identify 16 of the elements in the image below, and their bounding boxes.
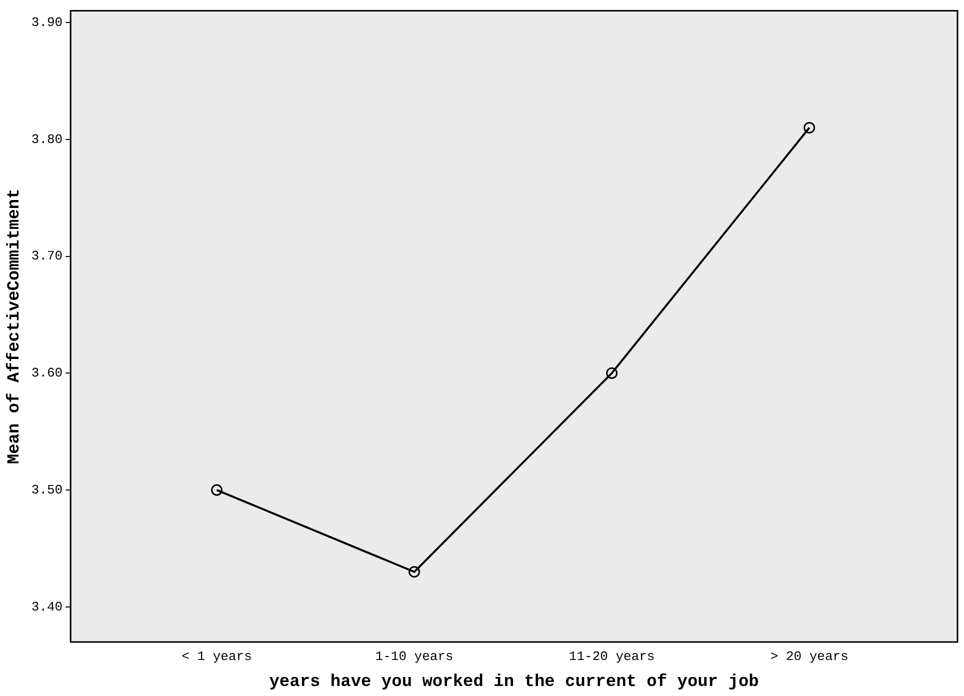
y-tick-label: 3.90 <box>31 14 63 30</box>
y-axis-title: Mean of AffectiveCommitment <box>5 188 24 464</box>
x-tick-label: 1-10 years <box>375 649 454 664</box>
y-tick-label: 3.80 <box>31 132 63 147</box>
x-tick-label: < 1 years <box>182 649 252 664</box>
x-tick-label: > 20 years <box>770 649 848 664</box>
x-axis-title: years have you worked in the current of your job <box>269 673 759 692</box>
y-tick-label: 3.50 <box>31 482 63 498</box>
point <box>804 122 816 134</box>
point <box>211 484 223 496</box>
point <box>606 367 618 379</box>
x-tick-label: 11-20 years <box>568 649 655 664</box>
point <box>408 566 420 578</box>
y-tick-label: 3.40 <box>31 599 63 614</box>
y-tick-label: 3.70 <box>31 248 63 264</box>
y-tick-label: 3.60 <box>31 366 63 381</box>
